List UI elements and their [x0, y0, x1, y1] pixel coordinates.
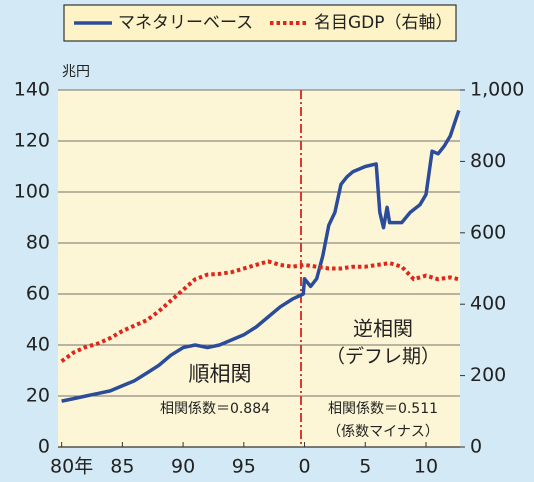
- y2-tick-label: 200: [470, 364, 506, 386]
- y2-tick-label: 1,000: [470, 79, 524, 101]
- y2-tick-label: 600: [470, 221, 506, 243]
- annotation: 逆相関: [353, 317, 413, 341]
- series-line: [61, 109, 461, 403]
- annotation: 相関係数＝0.511: [328, 401, 438, 417]
- y2-tick-label: 0: [470, 436, 482, 458]
- y-tick-label: 40: [26, 334, 50, 356]
- x-tick-label: 90: [171, 456, 195, 478]
- annotation: 相関係数＝0.884: [160, 401, 270, 417]
- y-tick-label: 100: [14, 181, 50, 203]
- y2-tick-label: 800: [470, 150, 506, 172]
- y-tick-label: 140: [14, 79, 50, 101]
- x-tick-label: 0: [298, 456, 310, 478]
- y2-tick-label: 400: [470, 293, 506, 315]
- plot-area: [58, 90, 460, 447]
- y-tick-label: 60: [26, 283, 50, 305]
- y-tick-label: 0: [38, 436, 50, 458]
- unit-label: 兆円: [62, 64, 90, 80]
- annotation: （デフレ期）: [326, 346, 440, 368]
- annotation: （係数マイナス）: [327, 424, 439, 440]
- y-tick-label: 20: [26, 385, 50, 407]
- x-tick-label: 95: [232, 456, 256, 478]
- series-line: [60, 259, 460, 363]
- y-tick-label: 80: [26, 232, 50, 254]
- y-tick-label: 120: [14, 130, 50, 152]
- annotation: 順相関: [189, 362, 252, 386]
- x-tick-label: 10: [414, 456, 438, 478]
- legend-box: [63, 4, 457, 42]
- legend-label: 名目GDP（右軸）: [314, 13, 453, 33]
- legend-label: マネタリーベース: [118, 13, 253, 33]
- x-tick-label: 85: [110, 456, 134, 478]
- x-tick-label: 80年: [50, 456, 93, 478]
- x-tick-label: 5: [359, 456, 371, 478]
